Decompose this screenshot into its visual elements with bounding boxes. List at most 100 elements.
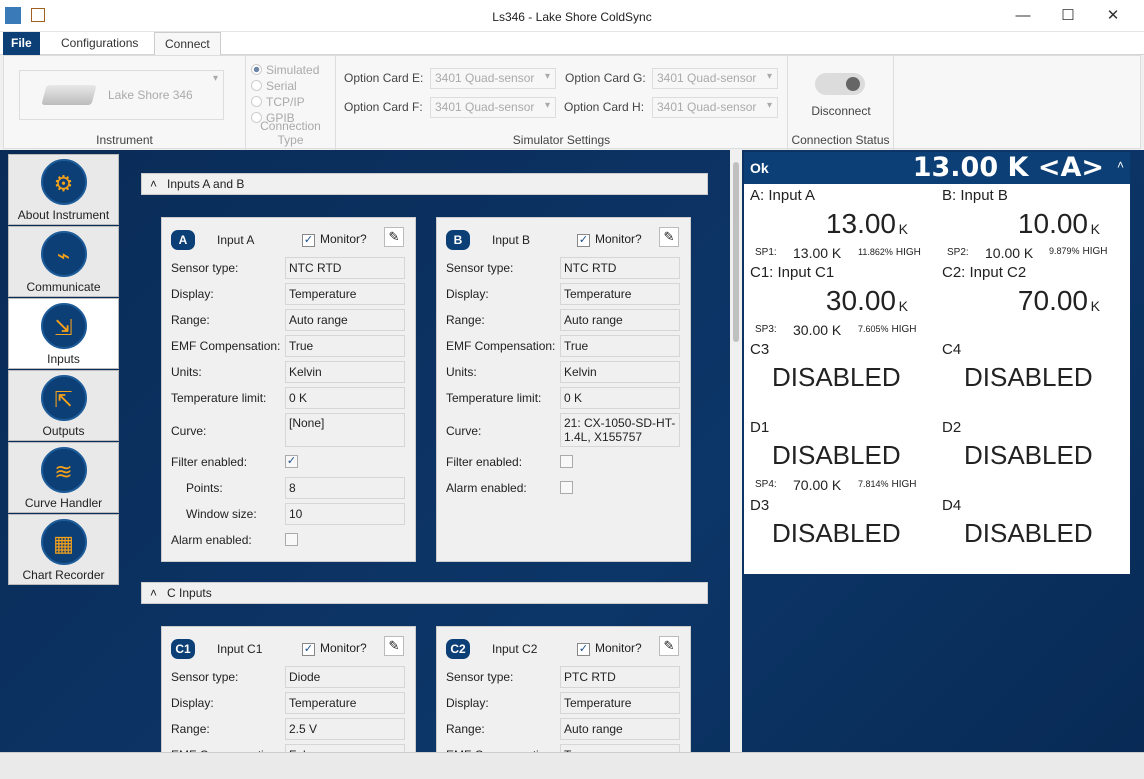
field-row: Filter enabled: — [446, 451, 686, 473]
edit-icon[interactable]: ✎ — [384, 227, 404, 247]
setpoint-value: 70.00 K — [793, 477, 842, 493]
option-card-g-select[interactable]: 3401 Quad-sensor — [652, 68, 778, 89]
inputs-content: ˄ Inputs A and B A Input A ✓ Monitor? ✎ Sensor … — [130, 150, 730, 752]
field-label: Temperature limit: — [446, 391, 542, 405]
field-value: Temperature — [560, 692, 680, 714]
field-value: Kelvin — [285, 361, 405, 383]
heater-percent: 7.605% — [858, 324, 889, 334]
channel-reading: 70.00 — [1017, 285, 1088, 316]
checkbox[interactable]: ✓ — [577, 234, 590, 247]
edit-icon[interactable]: ✎ — [659, 227, 679, 247]
channel-disabled: DISABLED — [964, 362, 1093, 392]
checkbox[interactable] — [560, 455, 573, 468]
monitor-cell: C3 DISABLED — [744, 338, 934, 416]
field-value: Temperature — [285, 283, 405, 305]
sidebar-item-label: Communicate — [26, 280, 101, 294]
tab-configurations[interactable]: Configurations — [61, 36, 139, 50]
sidebar-item-outputs[interactable]: ⇱ Outputs — [8, 370, 119, 441]
edit-icon[interactable]: ✎ — [384, 636, 404, 656]
radio-serial[interactable]: Serial — [251, 79, 297, 93]
monitor-label: Monitor? — [320, 641, 367, 655]
close-button[interactable]: ✕ — [1106, 7, 1120, 24]
radio-gpib[interactable]: GPIB — [251, 111, 295, 125]
monitor-checkbox[interactable]: ✓ Monitor? — [577, 232, 642, 247]
field-row: EMF Compensation: True — [446, 335, 686, 357]
input-card: A Input A ✓ Monitor? ✎ Sensor type: NTC RTD Dis… — [161, 217, 416, 562]
section-title: Inputs A and B — [167, 177, 245, 191]
save-icon[interactable] — [31, 8, 45, 22]
field-label: Units: — [446, 365, 477, 379]
input-name: Input C1 — [217, 642, 263, 656]
setpoint-value: 30.00 K — [793, 322, 842, 338]
monitor-cell: D1 DISABLED SP4: 70.00 K 7.814% HIGH — [744, 416, 934, 494]
field-value: 2.5 V — [285, 718, 405, 740]
field-label: Window size: — [186, 507, 257, 521]
option-card-h-select[interactable]: 3401 Quad-sensor — [652, 97, 778, 118]
instrument-label: Instrument — [96, 133, 153, 147]
monitor-cell: A: Input A 13.00 K SP1: 13.00 K 11.862% HIGH — [744, 184, 934, 262]
checkbox[interactable]: ✓ — [577, 643, 590, 656]
connection-toggle[interactable] — [815, 73, 865, 95]
minimize-button[interactable]: — — [1015, 7, 1031, 24]
sidebar-item-communicate[interactable]: ⌁ Communicate — [8, 226, 119, 297]
tab-connect[interactable]: Connect — [154, 32, 221, 56]
setpoint-value: 10.00 K — [985, 245, 1034, 261]
disconnect-button[interactable]: Disconnect — [811, 104, 871, 118]
field-value: Auto range — [560, 309, 680, 331]
gears-icon: ⚙ — [40, 159, 87, 205]
field-value: Auto range — [560, 718, 680, 740]
field-label: Sensor type: — [446, 261, 514, 275]
radio-simulated[interactable]: Simulated — [251, 63, 319, 77]
checkbox[interactable] — [560, 481, 573, 494]
input-card: C1 Input C1 ✓ Monitor? ✎ Sensor type: Diode Dis… — [161, 626, 416, 752]
radio-tcpip[interactable]: TCP/IP — [251, 95, 305, 109]
field-row: Units: Kelvin — [171, 361, 411, 383]
channel-unit: K — [898, 298, 908, 314]
option-card-f-select[interactable]: 3401 Quad-sensor — [430, 97, 556, 118]
instrument-select[interactable]: Lake Shore 346 — [19, 70, 224, 120]
connection-status-group: Disconnect Connection Status — [788, 56, 894, 150]
setpoint-label: SP4: — [755, 479, 777, 490]
field-row: Filter enabled: ✓ — [171, 451, 411, 473]
checkbox[interactable]: ✓ — [285, 455, 298, 468]
tab-file[interactable]: File — [3, 32, 40, 55]
app-icon — [5, 7, 21, 24]
monitor-checkbox[interactable]: ✓ Monitor? — [302, 641, 367, 656]
field-label: Range: — [171, 722, 210, 736]
sidebar-item-label: About Instrument — [17, 208, 110, 222]
checkbox[interactable] — [285, 533, 298, 546]
sidebar-item-curve-handler[interactable]: ≋ Curve Handler — [8, 442, 119, 513]
sidebar-item-chart-recorder[interactable]: ▦ Chart Recorder — [8, 514, 119, 585]
sidebar-item-label: Outputs — [42, 424, 85, 438]
collapse-chevron-icon[interactable]: ˄ — [1116, 158, 1124, 172]
sidebar-item-label: Inputs — [47, 352, 80, 366]
field-label: Curve: — [171, 424, 207, 438]
monitor-checkbox[interactable]: ✓ Monitor? — [302, 232, 367, 247]
field-row: EMF Compensation: True — [171, 335, 411, 357]
sidebar-item-inputs[interactable]: ⇲ Inputs — [8, 298, 119, 369]
option-card-e-select[interactable]: 3401 Quad-sensor — [430, 68, 556, 89]
monitor-checkbox[interactable]: ✓ Monitor? — [577, 641, 642, 656]
field-label: Filter enabled: — [171, 455, 248, 469]
sidebar-item-about-instrument[interactable]: ⚙ About Instrument — [8, 154, 119, 225]
ribbon-tabs: File Configurations Connect — [0, 32, 1144, 56]
checkbox[interactable]: ✓ — [302, 643, 315, 656]
field-value[interactable]: 8 — [285, 477, 405, 499]
section-expander[interactable]: ˄ Inputs A and B — [141, 173, 708, 195]
field-value: [None] — [285, 413, 405, 447]
inputs-icon: ⇲ — [40, 303, 87, 349]
field-label: Filter enabled: — [446, 455, 523, 469]
field-row: Curve: 21: CX-1050-SD-HT-1.4L, X155757 — [446, 413, 686, 447]
setpoint-value: 13.00 K — [793, 245, 842, 261]
monitor-cell: D4 DISABLED — [936, 494, 1126, 572]
edit-icon[interactable]: ✎ — [659, 636, 679, 656]
curve-icon: ≋ — [40, 447, 87, 493]
field-value[interactable]: 10 — [285, 503, 405, 525]
checkbox[interactable]: ✓ — [302, 234, 315, 247]
maximize-button[interactable]: ☐ — [1061, 7, 1075, 24]
field-value: False — [285, 744, 405, 752]
monitor-cell: C1: Input C1 30.00 K SP3: 30.00 K 7.605% HIGH — [744, 261, 934, 339]
scrollbar-thumb[interactable] — [733, 162, 739, 342]
section-expander[interactable]: ˄ C Inputs — [141, 582, 708, 604]
channel-reading: 30.00 — [825, 285, 896, 316]
